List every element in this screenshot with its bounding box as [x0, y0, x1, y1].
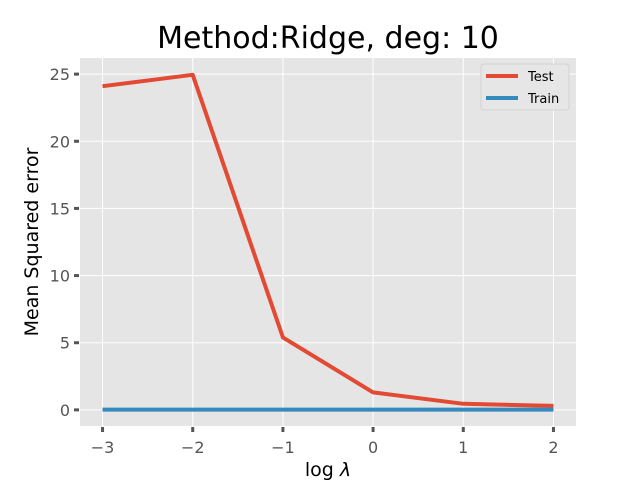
- legend: Test Train: [480, 63, 570, 111]
- series-lines: [102, 72, 554, 412]
- legend-label-train: Train: [527, 92, 559, 107]
- x-tick-label: 0: [368, 438, 378, 457]
- legend-label-test: Test: [527, 70, 554, 85]
- y-axis-label: Mean Squared error: [21, 147, 43, 336]
- y-tick-label: 15: [50, 199, 70, 218]
- x-tick-label: 2: [548, 438, 558, 457]
- x-axis-label-log: log: [305, 459, 340, 480]
- y-tick-label: 5: [60, 334, 70, 353]
- series-line-test: [102, 72, 554, 408]
- y-tick-label: 10: [50, 267, 70, 286]
- x-tick-label: −3: [91, 438, 115, 457]
- plot-background: [80, 58, 576, 426]
- x-axis-label-lambda: λ: [339, 459, 351, 480]
- y-tick-label: 20: [50, 132, 70, 151]
- x-tick-label: −1: [271, 438, 295, 457]
- y-tick-label: 0: [60, 401, 70, 420]
- chart-title: Method:Ridge, deg: 10: [157, 21, 499, 56]
- x-tick-label: −2: [181, 438, 205, 457]
- x-tick-label: 1: [458, 438, 468, 457]
- y-tick-label: 25: [50, 65, 70, 84]
- x-axis-label: log λ: [305, 459, 351, 480]
